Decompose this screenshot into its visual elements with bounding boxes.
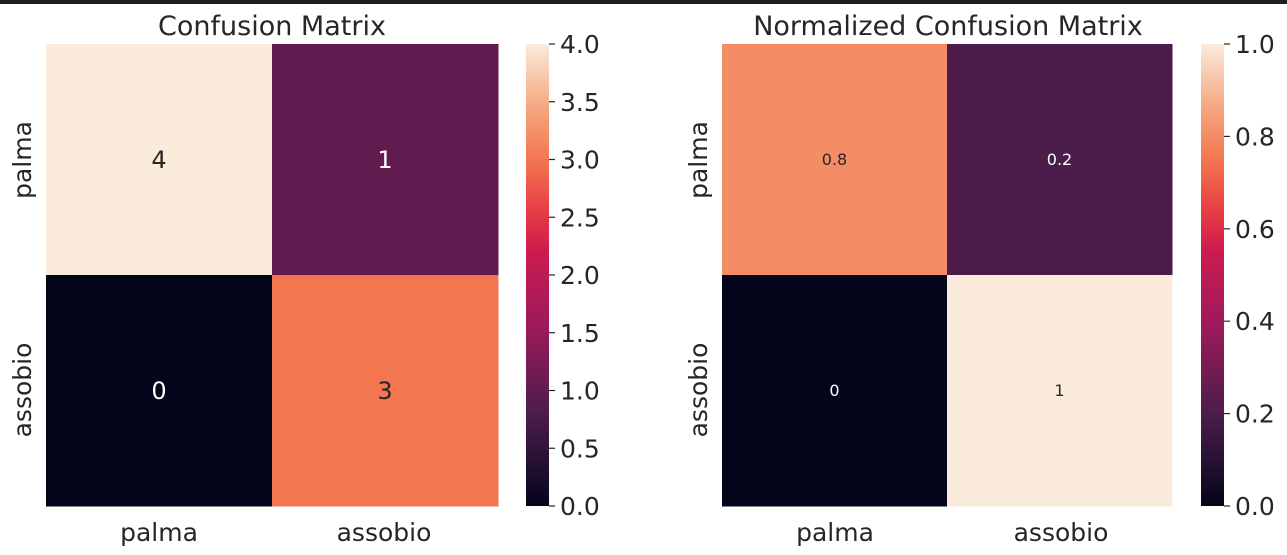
x-tick-label-palma: palma (120, 518, 198, 547)
heatmap-cell-palma-assobio (272, 44, 499, 276)
y-tick-label-assobio: assobio (8, 343, 37, 438)
heatmap-cell-assobio-palma (46, 275, 273, 507)
confusion-matrix-title: Confusion Matrix (158, 11, 386, 42)
colorbar-normalized: 0.0 0.2 0.4 0.6 0.8 1.0 (1201, 30, 1275, 521)
colorbar-tick-label: 3.5 (560, 88, 600, 117)
colorbar-tick-label: 0.5 (560, 434, 600, 463)
cell-annotation-assobio-palma: 0 (151, 377, 166, 405)
colorbar-tick-label: 3.0 (560, 146, 600, 175)
colorbar-tick-label: 2.5 (560, 203, 600, 232)
normalized-confusion-matrix-panel: Normalized Confusion Matrix 0.8 0.2 0 1 pal… (684, 11, 1275, 547)
colorbar-tick-label: 0.8 (1235, 122, 1275, 151)
cell-annotation-assobio-assobio: 1 (1054, 381, 1064, 400)
y-tick-label-palma: palma (684, 121, 713, 199)
cell-annotation-assobio-palma: 0 (829, 381, 839, 400)
top-border (0, 0, 1287, 4)
colorbar-tick-label: 0.0 (1235, 492, 1275, 521)
colorbar-tick-label: 1.5 (560, 319, 600, 348)
heatmap-cell-palma-palma (722, 44, 948, 276)
cell-annotation-palma-palma: 0.8 (822, 150, 847, 169)
cell-annotation-assobio-assobio: 3 (377, 377, 392, 405)
colorbar-tick-label: 4.0 (560, 30, 600, 59)
colorbar-tick-label: 1.0 (1235, 30, 1275, 59)
heatmap-cell-palma-palma (46, 44, 273, 276)
heatmap-cell-assobio-assobio (947, 275, 1173, 507)
colorbar-tick-label: 0.6 (1235, 215, 1275, 244)
heatmap-cell-palma-assobio (947, 44, 1173, 276)
colorbar-gradient (1201, 44, 1224, 506)
x-tick-label-assobio: assobio (337, 518, 432, 547)
y-tick-label-palma: palma (8, 121, 37, 199)
confusion-matrix-panel: Confusion Matrix 4 1 0 3 palma assobio palm… (8, 11, 600, 547)
heatmap-cell-assobio-palma (722, 275, 948, 507)
x-tick-label-palma: palma (796, 518, 874, 547)
colorbar-tick-label: 0.2 (1235, 400, 1275, 429)
cell-annotation-palma-palma: 4 (151, 146, 166, 174)
cell-annotation-palma-assobio: 1 (377, 146, 392, 174)
colorbar-tick-label: 0.4 (1235, 307, 1275, 336)
colorbar-tick-label: 2.0 (560, 261, 600, 290)
heatmap-cell-assobio-assobio (272, 275, 499, 507)
y-tick-label-assobio: assobio (684, 343, 713, 438)
x-tick-label-assobio: assobio (1014, 518, 1109, 547)
normalized-confusion-matrix-title: Normalized Confusion Matrix (753, 11, 1143, 42)
colorbar-gradient (526, 44, 549, 506)
colorbar-counts: 0.0 0.5 1.0 1.5 2.0 2.5 3.0 3.5 4.0 (526, 30, 600, 521)
colorbar-tick-label: 0.0 (560, 492, 600, 521)
colorbar-tick-label: 1.0 (560, 377, 600, 406)
cell-annotation-palma-assobio: 0.2 (1047, 150, 1072, 169)
